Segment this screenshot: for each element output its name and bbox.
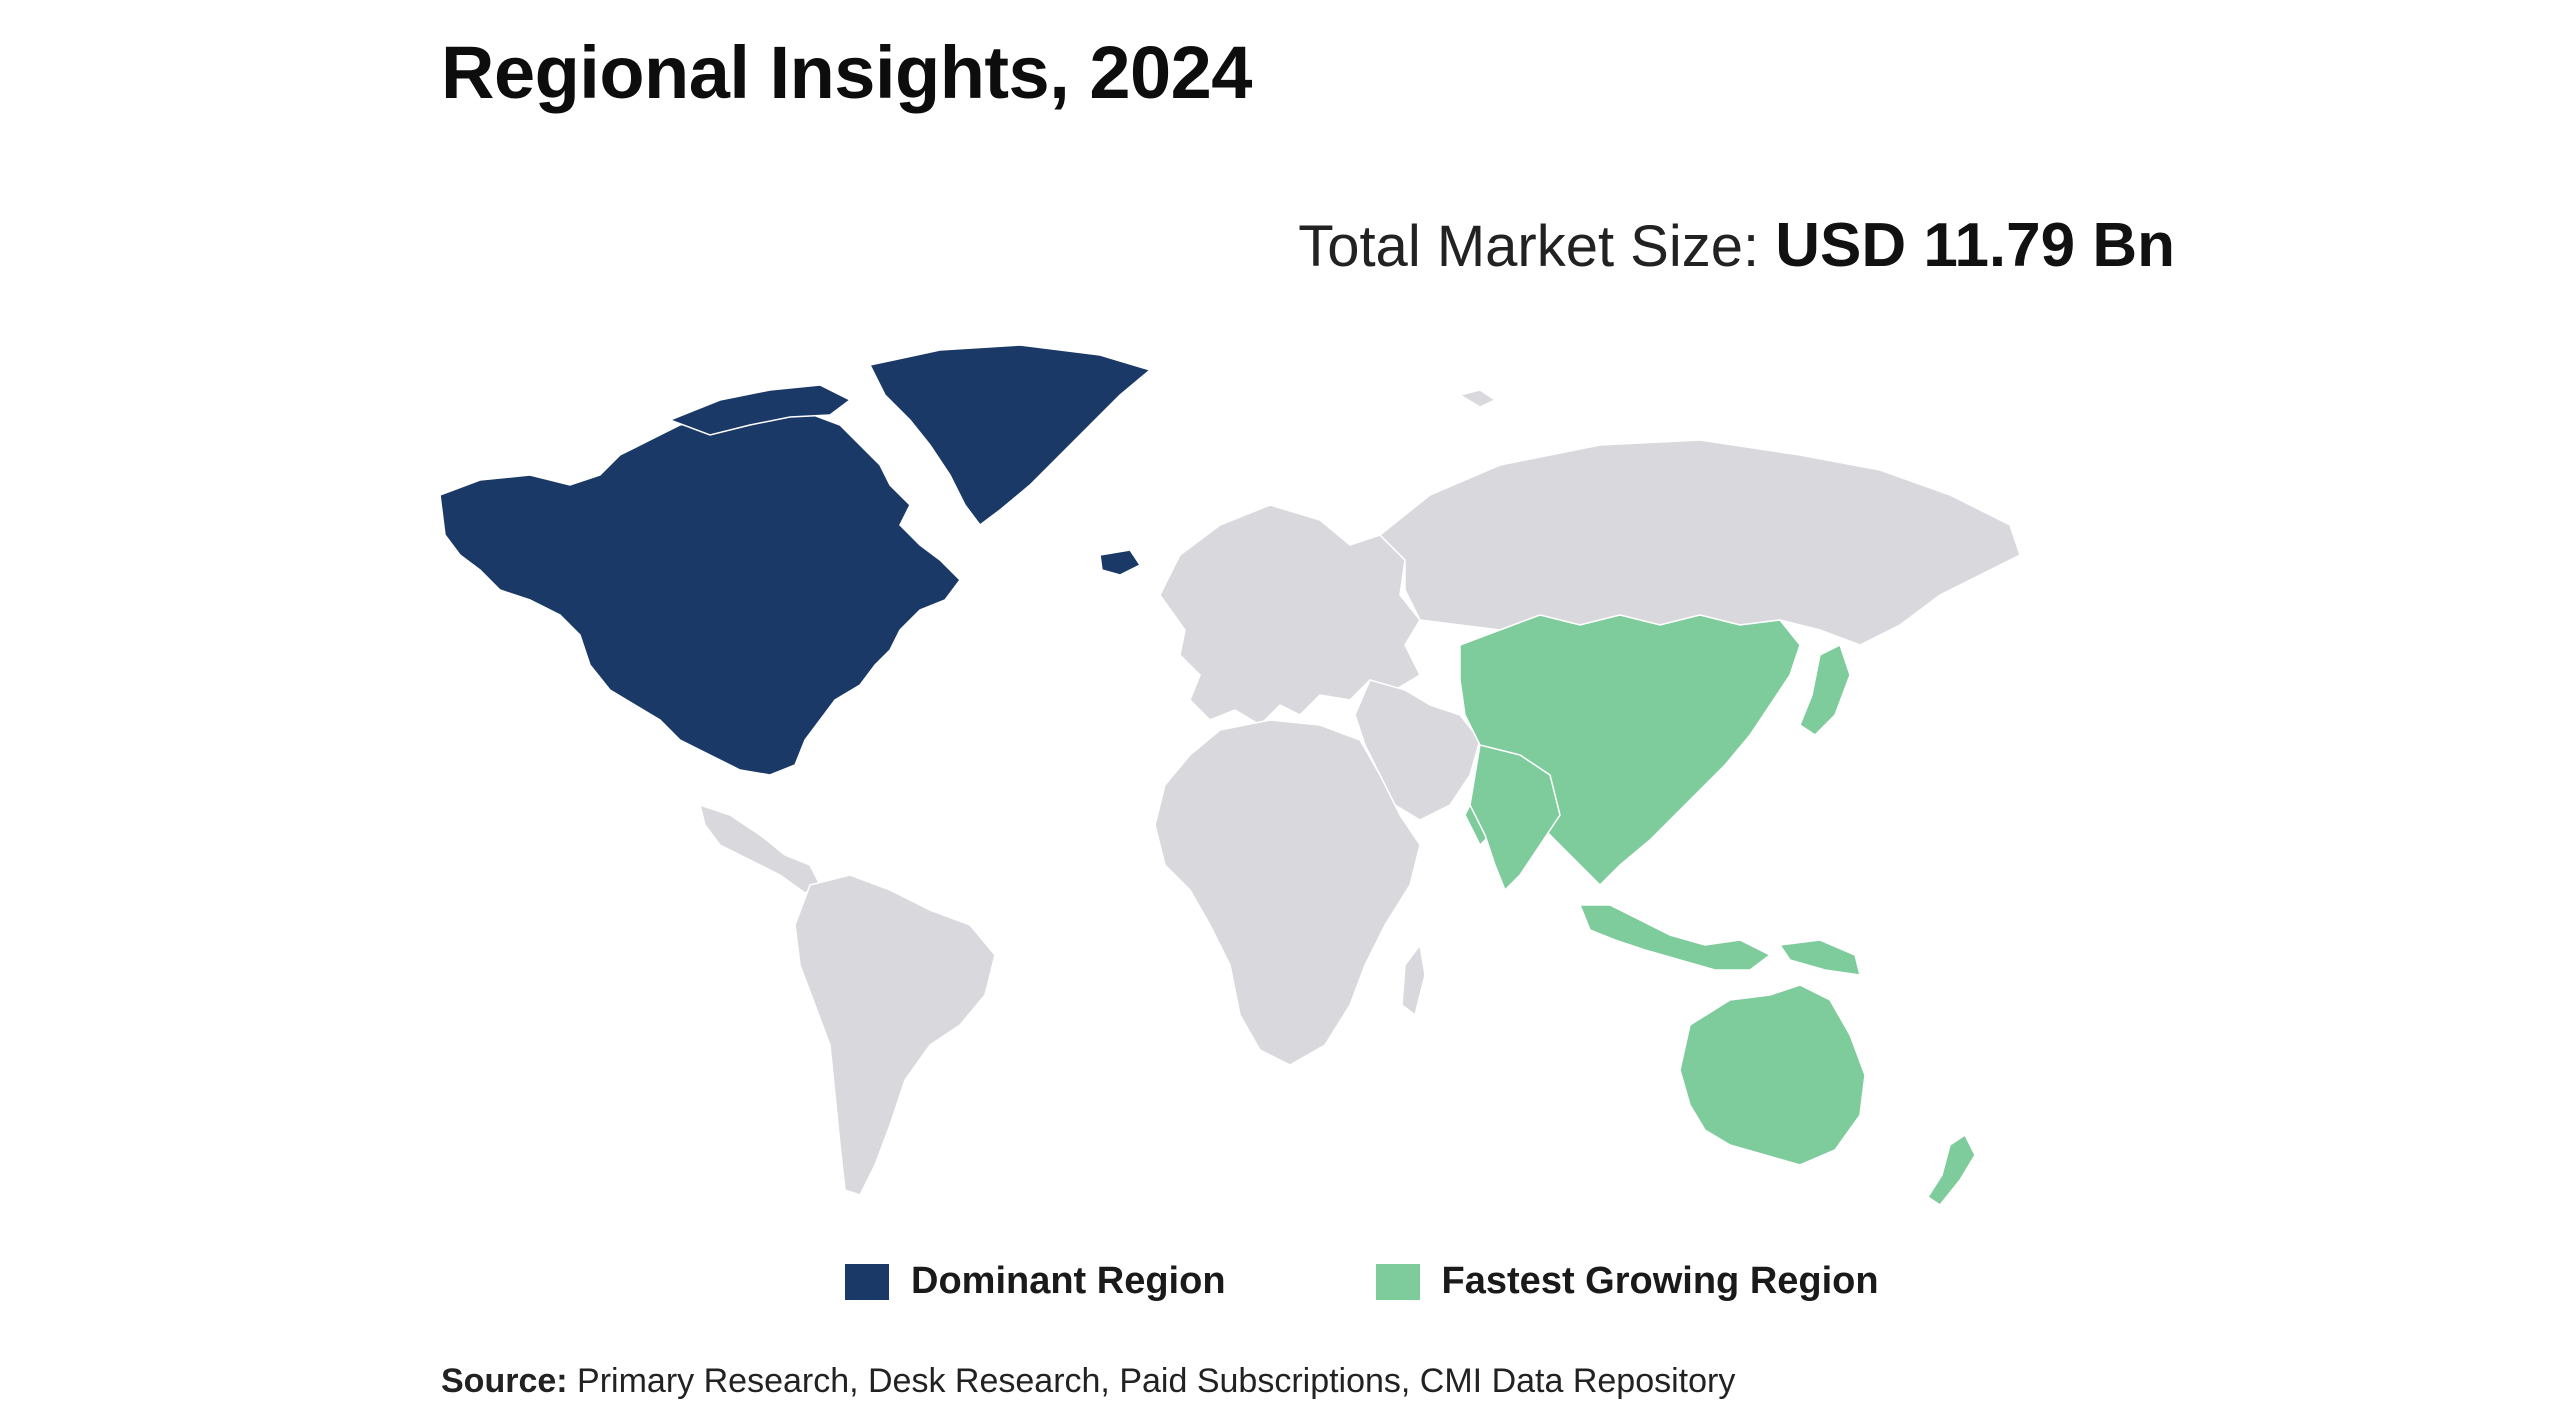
legend-label-dominant: Dominant Region	[911, 1260, 1226, 1302]
fastest-growing-region-shape	[1459, 614, 1976, 1207]
middle-east-region	[1354, 679, 1481, 821]
iceland-region	[1099, 549, 1142, 576]
south-america-region	[794, 874, 996, 1196]
india-region	[1469, 744, 1561, 892]
market-size-value: USD 11.79 Bn	[1775, 211, 2175, 280]
madagascar-region	[1401, 943, 1426, 1017]
legend-swatch-fastest-growing	[1375, 1263, 1420, 1300]
legend-item-dominant: Dominant Region	[845, 1260, 1226, 1303]
world-map	[439, 345, 2021, 1207]
russia-region	[1378, 439, 2021, 646]
source-note: Source: Primary Research, Desk Research,…	[441, 1362, 1735, 1401]
legend-swatch-dominant	[845, 1263, 889, 1300]
southeast-asia-region	[1578, 904, 1772, 971]
legend-label-fastest-growing: Fastest Growing Region	[1441, 1260, 1879, 1302]
map-legend: Dominant Region Fastest Growing Region	[845, 1260, 1879, 1303]
africa-region	[1154, 719, 1421, 1066]
japan-region	[1799, 643, 1851, 736]
arctic-islands-region	[667, 384, 852, 436]
page-title: Regional Insights, 2024	[441, 31, 1252, 114]
australia-region	[1679, 984, 1866, 1166]
source-text: Primary Research, Desk Research, Paid Su…	[577, 1362, 1736, 1400]
new-zealand-region	[1926, 1133, 1976, 1207]
greenland-region	[868, 345, 1152, 527]
svalbard-region	[1458, 389, 1497, 408]
market-size: Total Market Size: USD 11.79 Bn	[1298, 210, 2175, 281]
north-america-region	[439, 404, 961, 776]
source-label: Source:	[441, 1362, 568, 1400]
other-regions	[698, 389, 2021, 1196]
legend-item-fastest-growing: Fastest Growing Region	[1375, 1260, 1879, 1303]
market-size-label: Total Market Size:	[1298, 214, 1760, 279]
new-guinea-region	[1778, 939, 1861, 976]
dominant-region-shape	[439, 345, 1152, 776]
central-america-region	[698, 803, 821, 894]
